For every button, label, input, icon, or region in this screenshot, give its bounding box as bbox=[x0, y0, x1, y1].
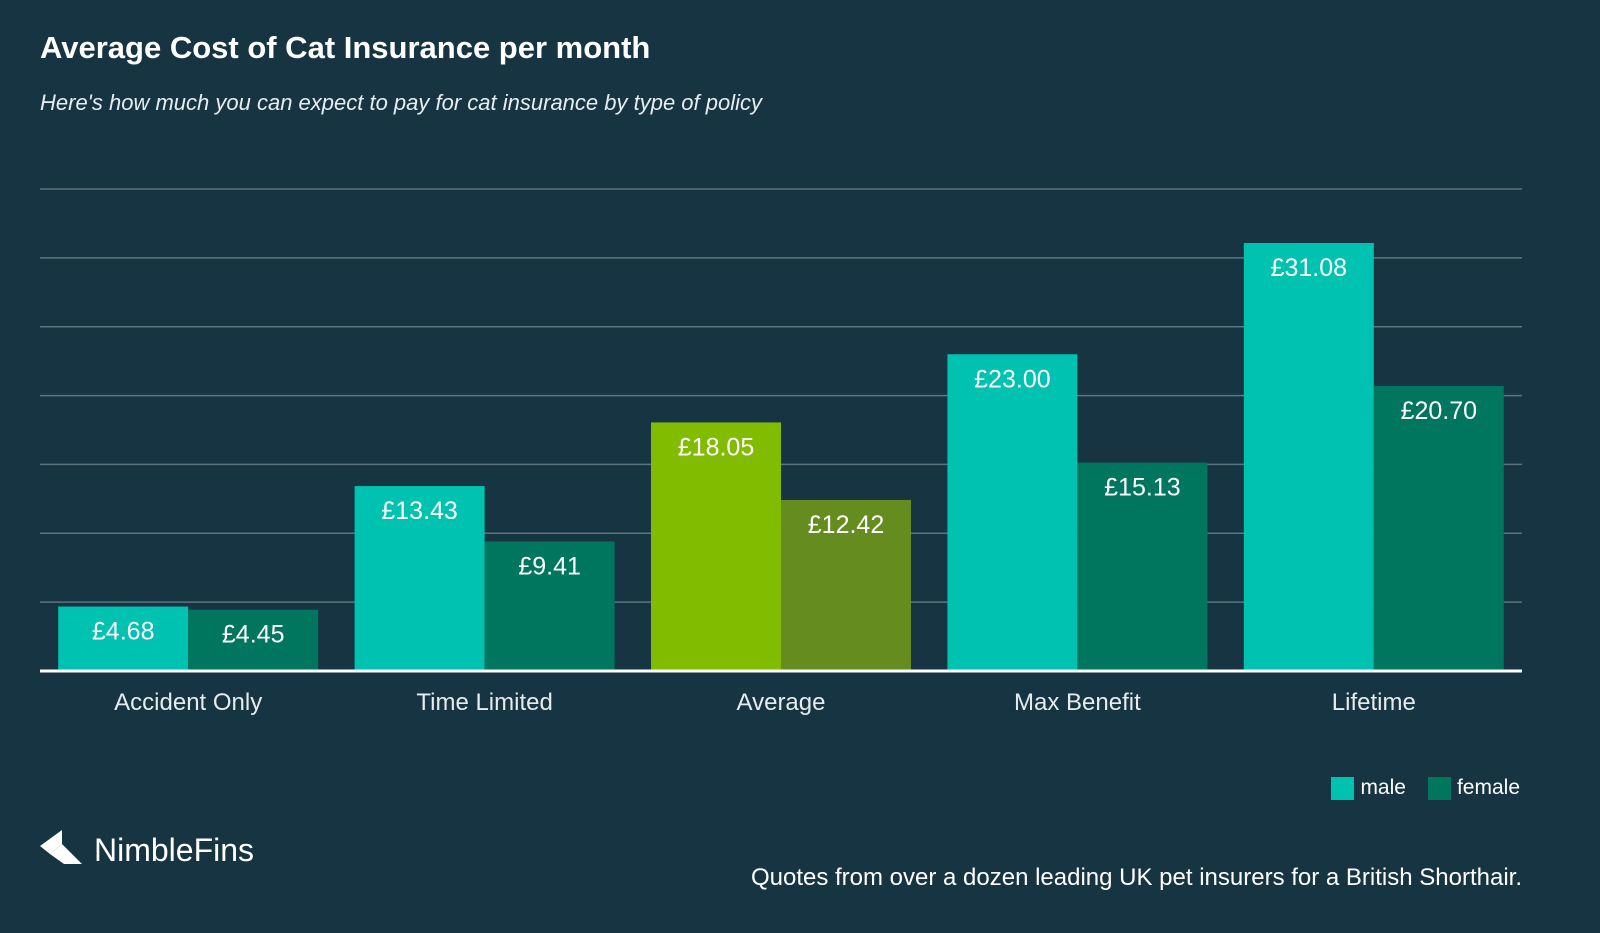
data-label-female-average: £12.42 bbox=[808, 511, 884, 539]
chart-title: Average Cost of Cat Insurance per month bbox=[40, 30, 651, 65]
bar-male-lifetime bbox=[1243, 242, 1374, 671]
data-label-male-max-benefit: £23.00 bbox=[974, 365, 1050, 393]
brand-name: NimbleFins bbox=[94, 832, 255, 868]
bar-female-average bbox=[781, 499, 911, 671]
legend-label-male: male bbox=[1360, 776, 1406, 799]
x-tick-label-lifetime: Lifetime bbox=[1332, 689, 1416, 716]
legend-swatch-female bbox=[1427, 776, 1451, 800]
chart-subtitle: Here's how much you can expect to pay fo… bbox=[40, 90, 763, 115]
data-label-male-accident-only: £4.68 bbox=[92, 618, 155, 646]
data-label-female-max-benefit: £15.13 bbox=[1104, 474, 1180, 502]
data-label-female-accident-only: £4.45 bbox=[222, 621, 285, 649]
data-label-female-time-limited: £9.41 bbox=[518, 552, 581, 580]
bar-male-time-limited bbox=[354, 486, 485, 671]
legend-swatch-male bbox=[1331, 776, 1355, 800]
nimblefins-arrow-icon bbox=[40, 830, 84, 871]
bar-female-accident-only bbox=[188, 609, 319, 671]
bar-chart: £4.68 £4.45 Accident Only £13.43 £9.41 Time L… bbox=[40, 188, 1522, 716]
legend-item-male: male bbox=[1331, 776, 1406, 800]
chart-legend: male female bbox=[1331, 776, 1520, 800]
bar-female-max-benefit bbox=[1077, 462, 1208, 671]
legend-item-female: female bbox=[1427, 776, 1520, 800]
data-label-male-average: £18.05 bbox=[678, 433, 754, 461]
bar-male-accident-only bbox=[58, 606, 189, 671]
x-tick-label-max-benefit: Max Benefit bbox=[1014, 689, 1141, 716]
bar-female-lifetime bbox=[1373, 385, 1504, 671]
data-label-male-lifetime: £31.08 bbox=[1271, 254, 1347, 282]
bar-female-time-limited bbox=[484, 541, 615, 671]
bar-male-average bbox=[651, 422, 781, 671]
x-tick-label-average: Average bbox=[737, 689, 826, 716]
x-tick-label-accident-only: Accident Only bbox=[114, 689, 262, 716]
legend-label-female: female bbox=[1456, 776, 1520, 799]
data-label-female-lifetime: £20.70 bbox=[1401, 397, 1477, 425]
data-label-male-time-limited: £13.43 bbox=[381, 497, 457, 525]
source-footnote: Quotes from over a dozen leading UK pet … bbox=[750, 864, 1522, 891]
bar-male-max-benefit bbox=[947, 354, 1078, 671]
x-tick-label-time-limited: Time Limited bbox=[416, 689, 552, 716]
brand-logo: NimbleFins bbox=[40, 830, 254, 871]
